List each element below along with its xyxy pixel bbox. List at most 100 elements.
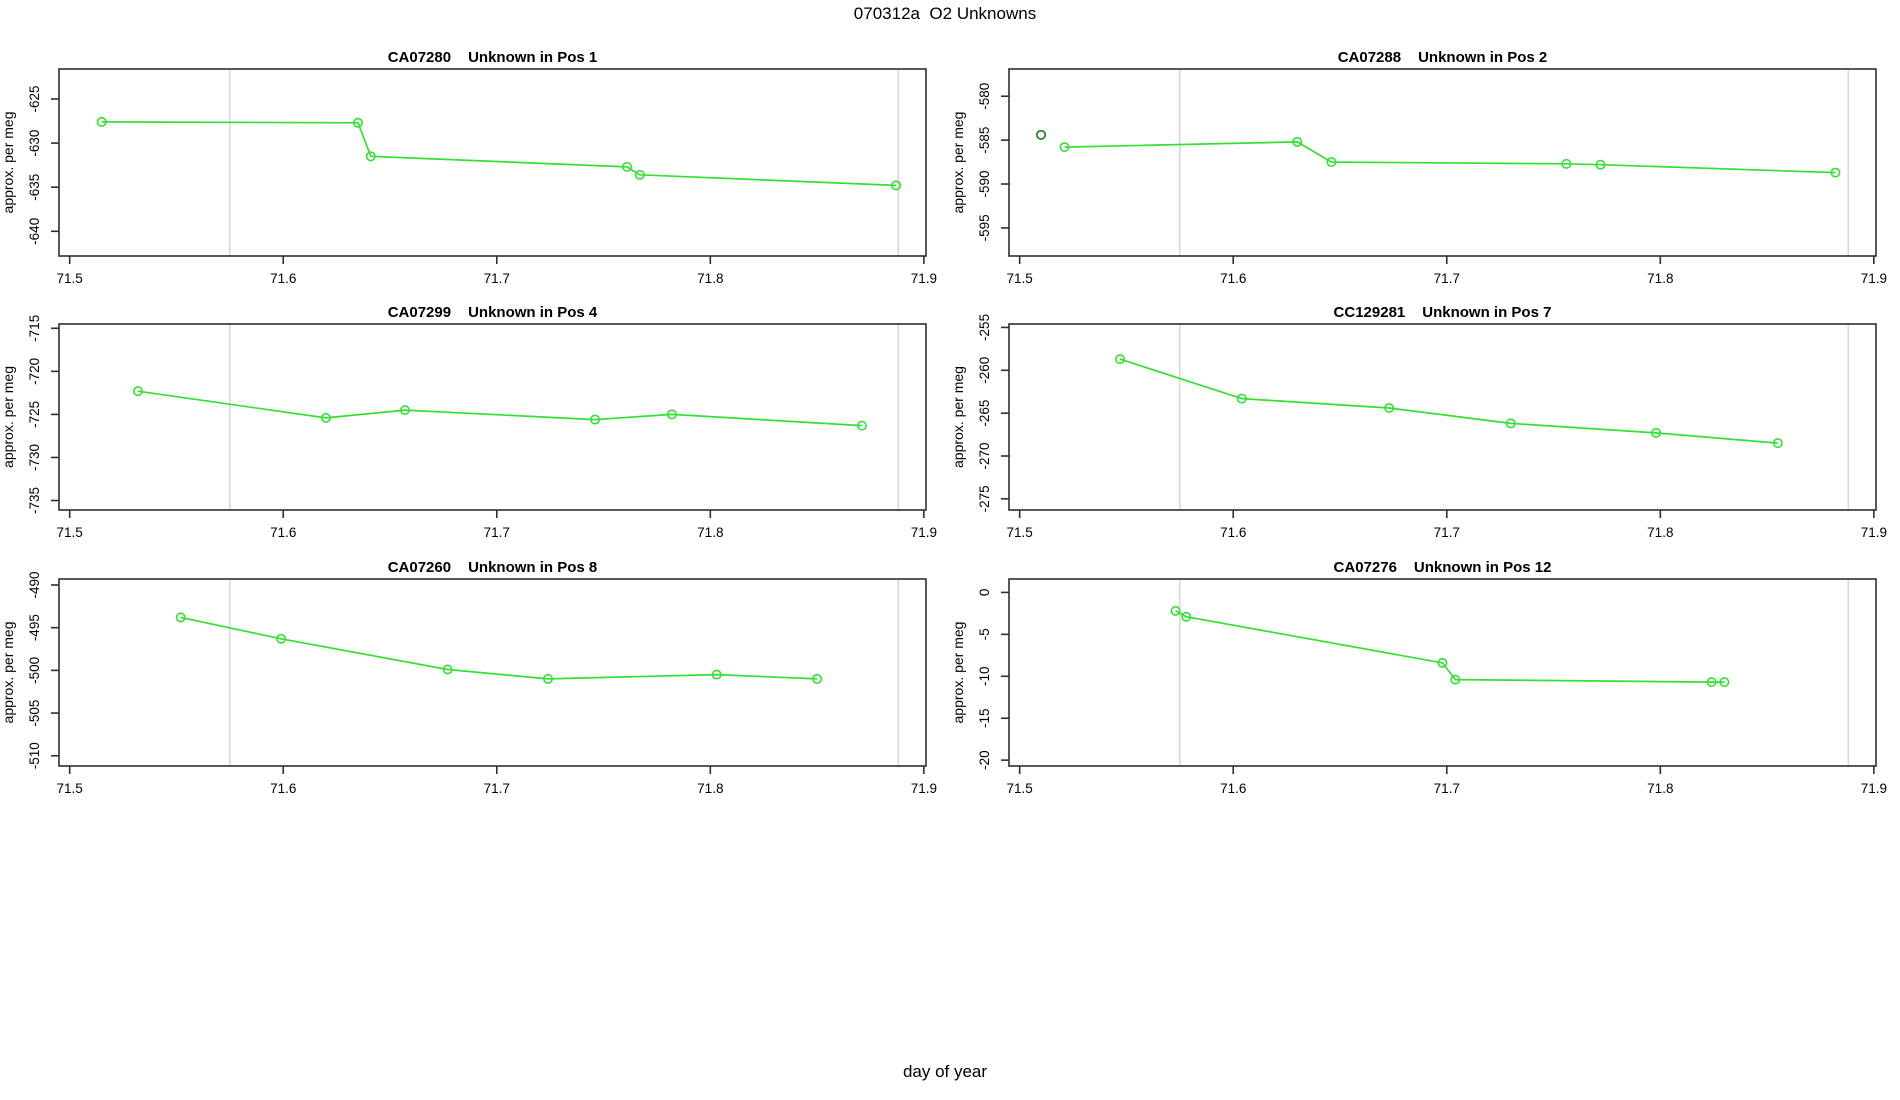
data-point bbox=[1292, 136, 1303, 147]
plot-box bbox=[58, 323, 927, 511]
subplot-title: CA07260 Unknown in Pos 8 bbox=[388, 559, 598, 576]
plot-box bbox=[58, 68, 927, 257]
data-point bbox=[276, 633, 287, 644]
y-tick-label: -5 bbox=[977, 628, 992, 640]
y-tick-label: -10 bbox=[977, 667, 992, 687]
data-point bbox=[1326, 157, 1337, 168]
x-tick-label: 71.5 bbox=[1007, 781, 1033, 796]
y-tick-label: -15 bbox=[977, 708, 992, 728]
x-tick-label: 71.9 bbox=[911, 781, 937, 796]
x-tick-label: 71.9 bbox=[911, 525, 937, 540]
data-point bbox=[365, 151, 376, 162]
y-tick-label: -625 bbox=[27, 85, 42, 112]
y-tick-label: -490 bbox=[27, 571, 42, 598]
x-tick-label: 71.9 bbox=[1861, 271, 1887, 286]
x-tick-label: 71.5 bbox=[57, 525, 83, 540]
plot-box bbox=[1008, 68, 1877, 257]
subplot-CA07299: 71.5 71.6 71.7 71.8 71.9 -735 -730 -725 -720 -715… bbox=[0, 304, 937, 540]
x-tick-label: 71.5 bbox=[1007, 271, 1033, 286]
data-point bbox=[1437, 657, 1448, 668]
data-point bbox=[1830, 167, 1841, 178]
y-tick-label: -590 bbox=[977, 170, 992, 197]
x-tick-label: 71.5 bbox=[57, 781, 83, 796]
data-point bbox=[133, 386, 144, 397]
x-tick-label: 71.8 bbox=[1647, 271, 1673, 286]
x-tick-label: 71.9 bbox=[911, 271, 937, 286]
data-point bbox=[399, 405, 410, 416]
data-point bbox=[622, 161, 633, 172]
data-point bbox=[175, 612, 186, 623]
x-tick-label: 71.6 bbox=[270, 271, 296, 286]
y-axis-title: approx. per meg bbox=[0, 112, 16, 214]
data-point bbox=[543, 673, 554, 684]
y-tick-label: -595 bbox=[977, 214, 992, 241]
y-tick-label: -720 bbox=[27, 358, 42, 385]
subplot-title: CA07288 Unknown in Pos 2 bbox=[1338, 49, 1548, 66]
x-tick-label: 71.6 bbox=[1220, 525, 1246, 540]
y-tick-label: -20 bbox=[977, 750, 992, 770]
y-tick-label: -640 bbox=[27, 218, 42, 245]
data-point bbox=[1719, 677, 1730, 688]
outlier-point bbox=[1036, 129, 1047, 140]
plot-box bbox=[1008, 578, 1877, 767]
y-axis-title: approx. per meg bbox=[950, 622, 966, 724]
subplot-CA07260: 71.5 71.6 71.7 71.8 71.9 -510 -505 -500 -495 -490… bbox=[0, 559, 937, 796]
x-tick-label: 71.8 bbox=[697, 525, 723, 540]
y-tick-label: -260 bbox=[977, 357, 992, 384]
x-tick-label: 71.9 bbox=[1861, 781, 1887, 796]
data-line bbox=[101, 121, 897, 187]
y-tick-label: -730 bbox=[27, 444, 42, 471]
subplot-CC129281: 71.5 71.6 71.7 71.8 71.9 -275 -270 -265 -260 -255… bbox=[950, 304, 1887, 540]
y-tick-label: -630 bbox=[27, 130, 42, 157]
x-tick-label: 71.5 bbox=[57, 271, 83, 286]
data-point bbox=[856, 420, 867, 431]
y-tick-label: 0 bbox=[977, 589, 992, 597]
data-line bbox=[1175, 610, 1725, 683]
y-axis-title: approx. per meg bbox=[950, 112, 966, 214]
y-tick-label: -580 bbox=[977, 83, 992, 110]
data-point bbox=[1561, 158, 1572, 169]
y-tick-label: -505 bbox=[27, 700, 42, 727]
y-tick-label: -255 bbox=[977, 314, 992, 341]
plot-box bbox=[58, 578, 927, 767]
x-axis-label: day of year bbox=[902, 1062, 988, 1081]
subplot-title: CA07280 Unknown in Pos 1 bbox=[388, 49, 598, 66]
data-point bbox=[1450, 674, 1461, 685]
y-tick-label: -715 bbox=[27, 315, 42, 342]
data-line bbox=[1119, 358, 1778, 444]
x-tick-label: 71.7 bbox=[484, 781, 510, 796]
subplot-CA07280: 71.5 71.6 71.7 71.8 71.9 -640 -635 -630 -625 appr… bbox=[0, 49, 937, 286]
y-tick-label: -585 bbox=[977, 127, 992, 154]
data-point bbox=[1236, 393, 1247, 404]
plot-box bbox=[1008, 323, 1877, 511]
data-point bbox=[711, 669, 722, 680]
data-point bbox=[1384, 402, 1395, 413]
y-tick-label: -270 bbox=[977, 442, 992, 469]
x-tick-label: 71.8 bbox=[697, 271, 723, 286]
x-tick-label: 71.9 bbox=[1861, 525, 1887, 540]
x-tick-label: 71.6 bbox=[1220, 271, 1246, 286]
data-point bbox=[1115, 354, 1126, 365]
data-point bbox=[590, 414, 601, 425]
x-tick-label: 71.6 bbox=[270, 781, 296, 796]
data-point bbox=[442, 664, 453, 675]
data-point bbox=[1505, 418, 1516, 429]
x-tick-label: 71.7 bbox=[1434, 781, 1460, 796]
subplot-CA07288: 71.5 71.6 71.7 71.8 71.9 -595 -590 -585 -580 appr… bbox=[950, 49, 1887, 286]
y-tick-label: -500 bbox=[27, 657, 42, 684]
y-axis-title: approx. per meg bbox=[0, 366, 16, 468]
data-point bbox=[1595, 159, 1606, 170]
data-point bbox=[352, 117, 363, 128]
data-point bbox=[812, 673, 823, 684]
y-tick-label: -265 bbox=[977, 400, 992, 427]
data-point bbox=[634, 169, 645, 180]
x-tick-label: 71.8 bbox=[1647, 781, 1673, 796]
x-tick-label: 71.6 bbox=[270, 525, 296, 540]
y-tick-label: -495 bbox=[27, 614, 42, 641]
data-point bbox=[1651, 427, 1662, 438]
y-tick-label: -725 bbox=[27, 401, 42, 428]
data-point bbox=[666, 409, 677, 420]
figure-title: 070312a O2 Unknowns bbox=[853, 4, 1037, 23]
y-tick-label: -635 bbox=[27, 174, 42, 201]
